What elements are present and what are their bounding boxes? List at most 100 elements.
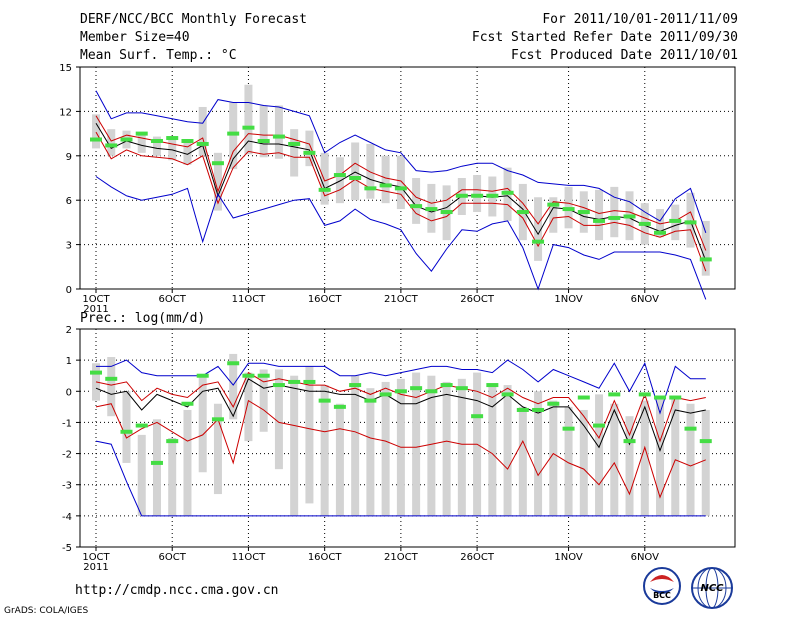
ensemble-marker bbox=[303, 379, 316, 384]
range-box bbox=[427, 375, 436, 516]
logos: BCC NCC bbox=[643, 567, 733, 609]
variable-label: Mean Surf. Temp.: °C bbox=[80, 48, 237, 63]
range-box bbox=[579, 409, 588, 516]
y-tick-label: -3 bbox=[62, 481, 72, 492]
range-box bbox=[381, 381, 390, 516]
range-box bbox=[168, 438, 177, 516]
ensemble-marker bbox=[257, 373, 270, 378]
ensemble-marker bbox=[211, 417, 224, 422]
range-box bbox=[412, 372, 421, 516]
ensemble-marker bbox=[90, 370, 102, 375]
y-tick-label: 6 bbox=[66, 196, 72, 207]
ensemble-marker bbox=[440, 383, 453, 388]
range-box bbox=[137, 434, 146, 516]
ensemble-marker bbox=[593, 218, 606, 223]
ensemble-marker bbox=[486, 193, 499, 198]
range-box bbox=[595, 189, 604, 241]
ensemble-marker bbox=[120, 429, 133, 434]
ensemble-marker bbox=[638, 221, 651, 226]
x-tick-label: 1NOV bbox=[554, 552, 583, 563]
series-line-ensemble-min bbox=[95, 176, 707, 300]
ensemble-marker bbox=[623, 439, 636, 444]
range-box bbox=[259, 105, 268, 158]
range-box bbox=[198, 375, 207, 473]
y-tick-label: 2 bbox=[66, 325, 72, 336]
range-box bbox=[549, 197, 558, 233]
ensemble-marker bbox=[440, 210, 453, 215]
ensemble-marker bbox=[471, 414, 484, 419]
x-tick-sublabel: 2011 bbox=[83, 562, 108, 573]
ensemble-marker bbox=[699, 439, 712, 444]
ensemble-marker bbox=[608, 215, 621, 220]
ensemble-marker bbox=[516, 407, 529, 412]
series-line-upper-spread bbox=[95, 115, 707, 251]
ensemble-marker bbox=[684, 426, 697, 431]
range-box bbox=[137, 135, 146, 153]
range-box bbox=[442, 381, 451, 516]
ensemble-marker bbox=[486, 383, 499, 388]
ensemble-marker bbox=[425, 389, 438, 394]
range-box bbox=[274, 105, 283, 159]
ensemble-marker bbox=[181, 139, 194, 143]
ensemble-marker bbox=[211, 161, 224, 166]
range-box bbox=[534, 391, 543, 516]
y-tick-label: 0 bbox=[66, 285, 72, 296]
range-box bbox=[625, 416, 634, 516]
range-box bbox=[213, 152, 222, 211]
ensemble-marker bbox=[166, 439, 179, 444]
range-box bbox=[457, 378, 466, 516]
range-box bbox=[534, 197, 543, 261]
fcst-started-label: Fcst Started Refer Date 2011/09/30 bbox=[471, 30, 738, 45]
range-box bbox=[473, 175, 482, 213]
y-tick-label: 12 bbox=[59, 107, 72, 118]
range-box bbox=[335, 157, 344, 204]
ensemble-marker bbox=[654, 395, 667, 400]
y-tick-label: -4 bbox=[62, 512, 72, 523]
ensemble-marker bbox=[227, 361, 240, 366]
range-box bbox=[107, 357, 116, 417]
x-tick-label: 6NOV bbox=[631, 552, 660, 563]
x-tick-label: 1OCT bbox=[82, 552, 110, 563]
ensemble-marker bbox=[150, 460, 163, 465]
ensemble-marker bbox=[516, 210, 529, 215]
ensemble-marker bbox=[303, 150, 316, 155]
x-tick-label: 1NOV bbox=[554, 294, 583, 305]
range-box bbox=[320, 152, 329, 205]
ensemble-marker bbox=[501, 392, 514, 397]
ensemble-marker bbox=[364, 398, 377, 403]
ensemble-marker bbox=[654, 230, 667, 235]
ensemble-marker bbox=[349, 176, 362, 180]
range-box bbox=[274, 369, 283, 470]
range-box bbox=[183, 139, 192, 165]
plot-frame bbox=[79, 66, 736, 290]
grads-credit: GrADS: COLA/IGES bbox=[4, 606, 89, 616]
range-box bbox=[198, 106, 207, 156]
svg-text:BCC: BCC bbox=[653, 591, 671, 600]
ensemble-marker bbox=[318, 187, 331, 192]
ensemble-marker bbox=[272, 383, 285, 388]
chart-title: DERF/NCC/BCC Monthly Forecast bbox=[80, 12, 307, 27]
x-tick-sublabel: 2011 bbox=[83, 304, 108, 315]
ensemble-marker bbox=[242, 373, 255, 378]
range-box bbox=[305, 366, 314, 504]
range-box bbox=[656, 209, 665, 238]
footer-url[interactable]: http://cmdp.ncc.cma.gov.cn bbox=[75, 583, 279, 598]
ensemble-marker bbox=[135, 131, 148, 136]
range-box bbox=[351, 142, 360, 201]
plot-frame bbox=[79, 328, 736, 548]
x-tick-label: 6OCT bbox=[159, 552, 187, 563]
ensemble-marker bbox=[318, 398, 331, 403]
x-tick-label: 11OCT bbox=[232, 552, 267, 563]
ensemble-marker bbox=[227, 131, 240, 136]
x-tick-label: 26OCT bbox=[460, 552, 495, 563]
range-box bbox=[564, 406, 573, 516]
range-box bbox=[351, 375, 360, 516]
x-tick-label: 26OCT bbox=[460, 294, 495, 305]
ensemble-marker bbox=[455, 193, 468, 198]
ensemble-marker bbox=[394, 389, 407, 394]
precipitation-title: Prec.: log(mm/d) bbox=[80, 311, 205, 326]
y-tick-label: 9 bbox=[66, 152, 72, 163]
range-box bbox=[503, 385, 512, 516]
range-box bbox=[320, 385, 329, 516]
x-tick-label: 6NOV bbox=[631, 294, 660, 305]
